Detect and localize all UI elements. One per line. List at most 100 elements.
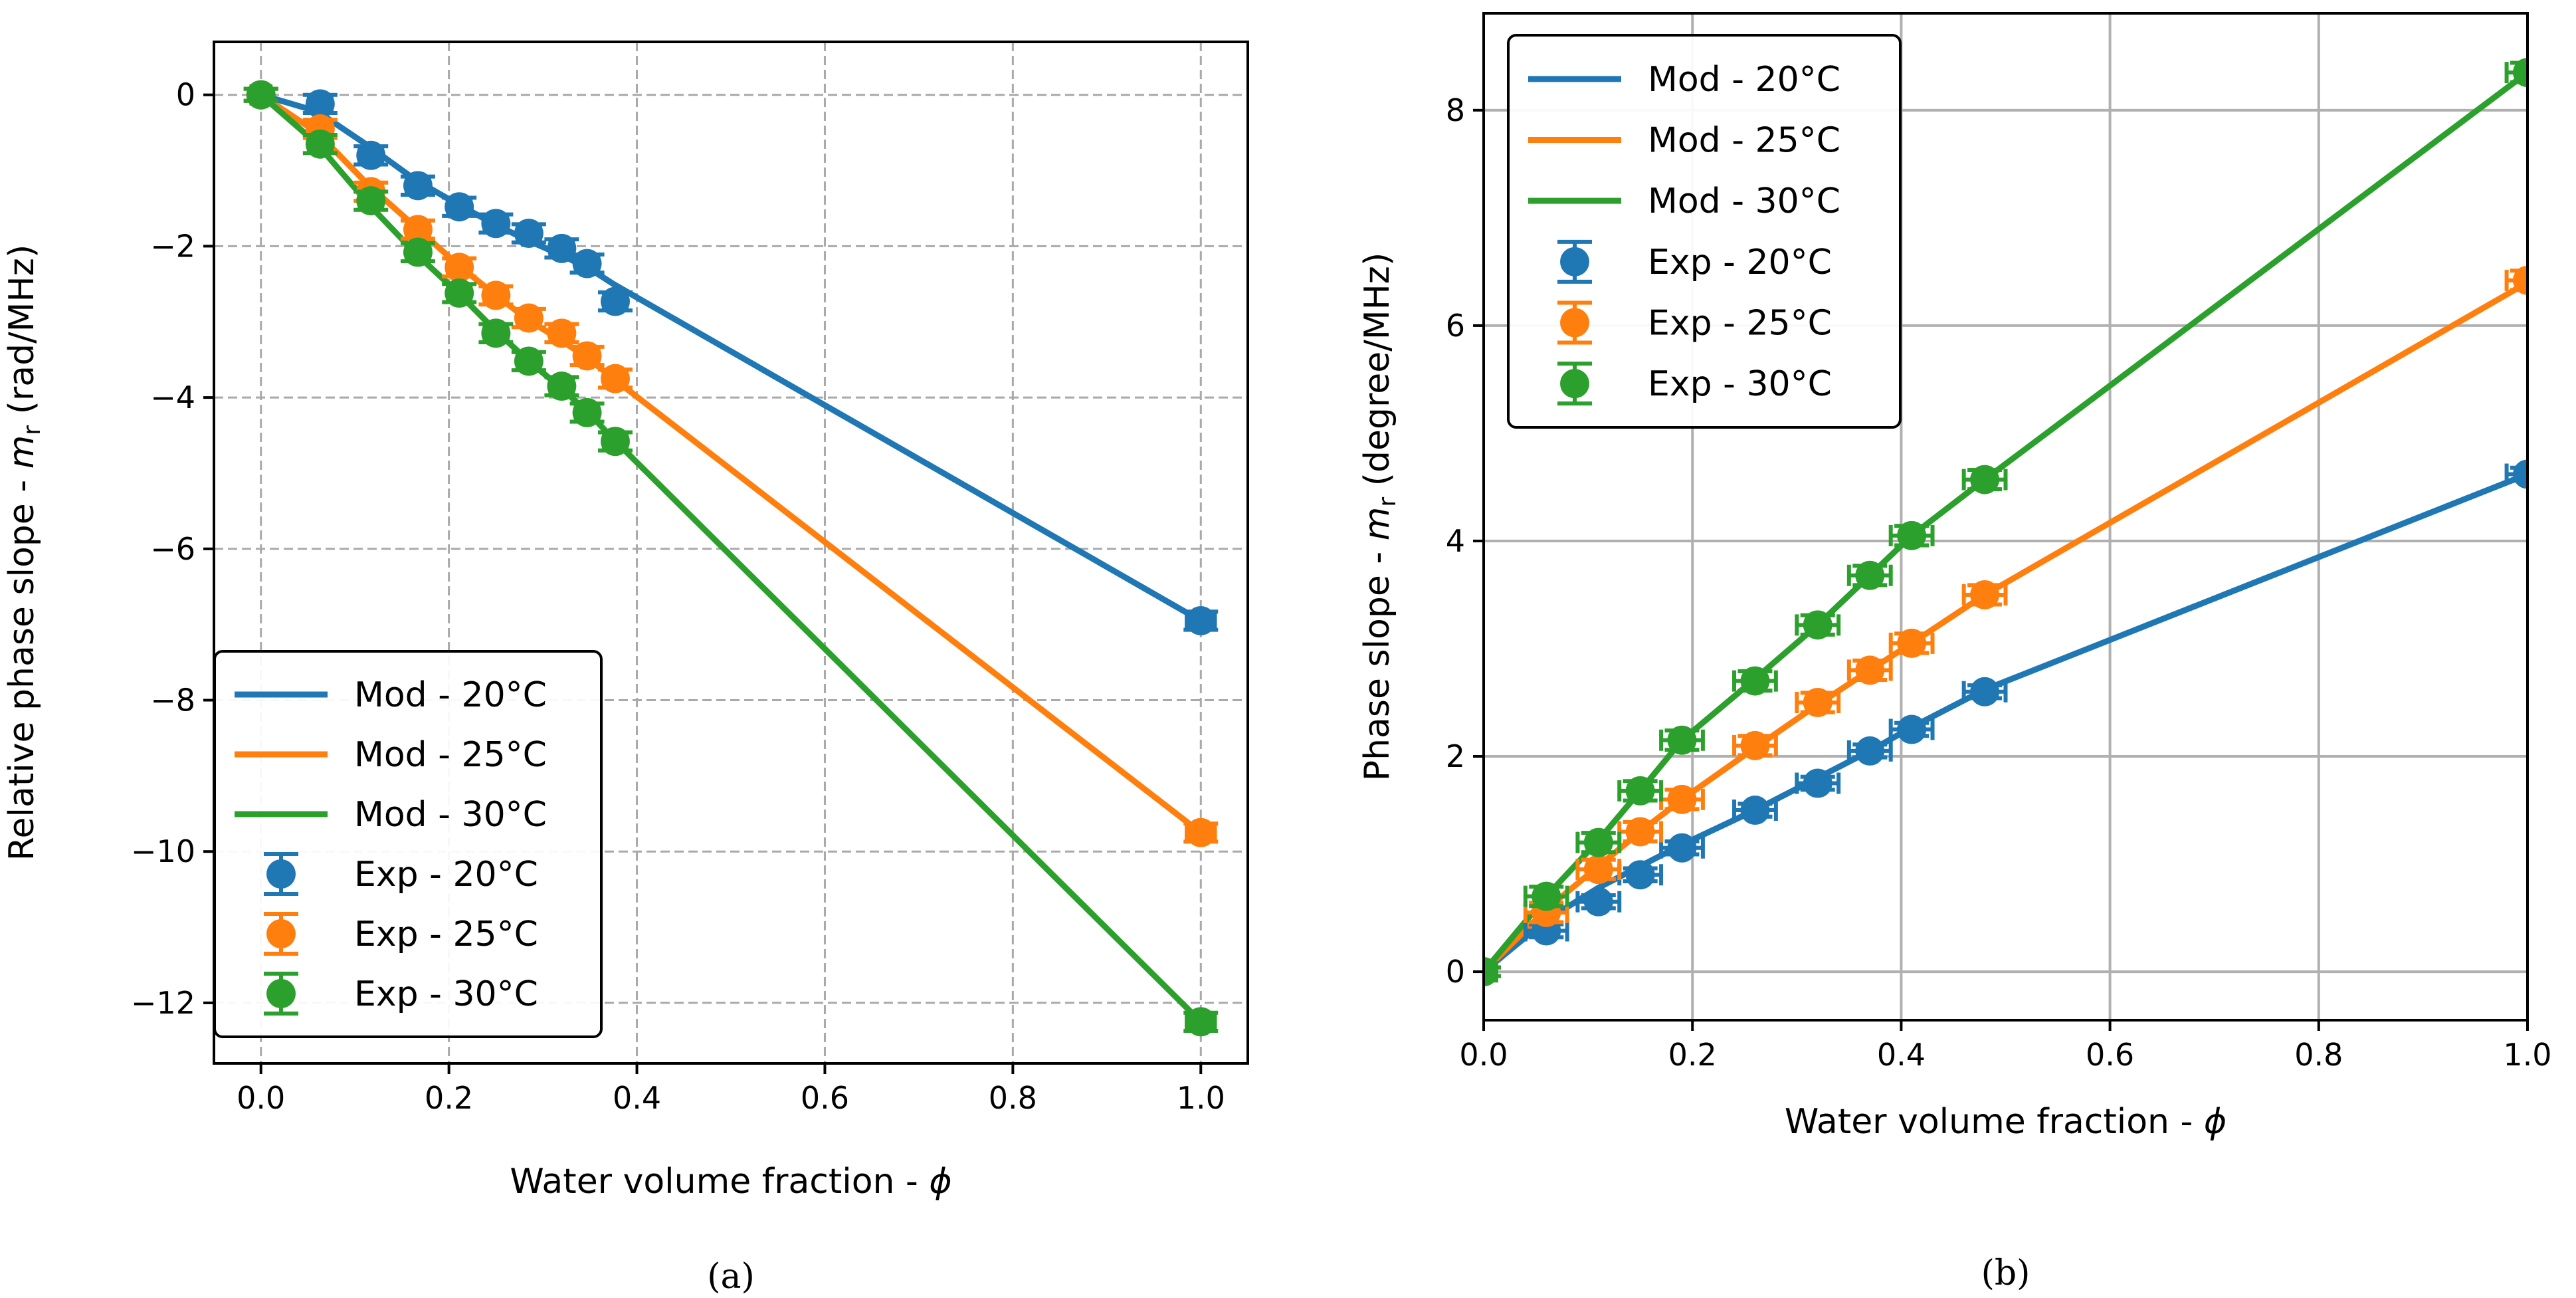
legend-label: Exp - 20°C [1648, 243, 1832, 282]
chart-a: 0.0 0.2 0.4 0.6 0.8 1.0 0 −2 −4 −6 −8 −10 −12 Water v… [2, 41, 1249, 1297]
data-point [547, 318, 577, 348]
data-point-group [442, 278, 477, 308]
legend-label: Exp - 20°C [354, 855, 538, 895]
data-point [481, 209, 511, 239]
data-point-group [353, 140, 389, 170]
data-point-group [569, 249, 605, 278]
legend-swatch-marker [264, 972, 298, 1016]
data-point-group [1795, 768, 1841, 798]
data-point-group [1617, 817, 1664, 847]
legend-label: Mod - 25°C [354, 735, 547, 775]
data-point [1667, 725, 1697, 755]
data-point [1625, 776, 1655, 806]
legend-label: Mod - 30°C [354, 795, 547, 835]
y-tick-label: 2 [1446, 738, 1465, 774]
data-point-group [1659, 725, 1705, 755]
y-tick-label: −8 [150, 683, 195, 718]
data-point-group [1846, 560, 1893, 590]
data-point [1970, 465, 2000, 494]
data-point [1667, 784, 1697, 814]
data-point [1970, 677, 2000, 706]
data-point [1532, 881, 1561, 911]
data-point-group [353, 186, 389, 216]
data-point-group [544, 233, 579, 263]
grid [214, 42, 1248, 1063]
data-point-group [1183, 605, 1219, 635]
data-point [1740, 730, 1770, 760]
legend-label: Mod - 20°C [1648, 60, 1840, 100]
y-tick-label: 0 [1446, 954, 1465, 990]
y-tick-label: −12 [131, 985, 195, 1021]
data-point [246, 80, 276, 110]
data-point-group [1795, 688, 1841, 718]
data-point-group [1795, 610, 1841, 640]
data-point-group [2504, 265, 2527, 295]
data-point [1560, 308, 1589, 338]
series-points-20 [1484, 459, 2527, 987]
data-point-group [1888, 628, 1935, 658]
data-point-group [1575, 855, 1622, 885]
y-tick-label: −4 [150, 379, 195, 415]
legend-swatch-marker [264, 912, 298, 956]
data-point-group [511, 219, 546, 249]
legend-label: Exp - 25°C [1648, 304, 1832, 344]
data-point [266, 919, 296, 948]
data-point [1186, 1007, 1216, 1037]
axes-frame [213, 41, 1249, 1065]
data-point-group [442, 253, 477, 282]
data-point [403, 237, 433, 267]
subfigure-caption: (a) [707, 1257, 755, 1297]
legend-swatch-marker [264, 852, 298, 896]
x-axis-label: Water volume fraction - ϕ [1785, 1102, 2227, 1142]
legend-label: Mod - 25°C [1648, 121, 1840, 161]
legend-label: Mod - 20°C [354, 675, 547, 715]
y-tick-label: −2 [150, 228, 195, 264]
data-point [1855, 655, 1885, 685]
data-point [356, 140, 386, 170]
data-point [514, 346, 544, 376]
data-point [2513, 459, 2527, 489]
x-tick-label: 0.8 [989, 1080, 1037, 1116]
data-point-group [2504, 58, 2527, 88]
data-point [572, 397, 602, 427]
data-point-group [1846, 736, 1893, 766]
data-point [266, 979, 296, 1008]
data-point-group [478, 318, 514, 348]
data-point [1803, 688, 1833, 718]
y-axis-label: Relative phase slope - mr (rad/MHz) [2, 245, 46, 861]
data-point [305, 129, 335, 159]
data-point [1803, 768, 1833, 798]
x-tick-label: 0.6 [801, 1080, 849, 1116]
x-tick-label: 0.4 [1877, 1037, 1926, 1073]
chart-b: 0.0 0.2 0.4 0.6 0.8 1.0 0 2 4 6 8 Water volume frac… [1357, 12, 2552, 1293]
y-tick-label: −10 [131, 833, 195, 869]
x-tick-label: 0.0 [237, 1080, 285, 1116]
data-point-group [1523, 881, 1569, 911]
data-point [1855, 560, 1885, 590]
data-point [1583, 887, 1613, 917]
data-point-group [1575, 887, 1622, 917]
y-tick-label: −6 [150, 531, 195, 567]
data-point [547, 233, 577, 263]
data-point [403, 171, 433, 201]
y-tick-label: 4 [1446, 523, 1465, 559]
legend-label: Exp - 30°C [354, 974, 538, 1014]
data-point-group [569, 341, 605, 371]
data-point [305, 89, 335, 119]
y-tick-label: 0 [176, 77, 195, 113]
data-point-group [1732, 796, 1778, 825]
data-point [1484, 957, 1498, 987]
series-line-20 [1484, 471, 2527, 974]
data-point-group [400, 171, 435, 201]
data-point-group [598, 286, 633, 316]
x-tick-label: 0.4 [613, 1080, 661, 1116]
data-point [1667, 833, 1697, 863]
x-tick-label: 0.8 [2294, 1037, 2343, 1073]
data-point [572, 249, 602, 278]
y-axis-label: Phase slope - mr (degree/MHz) [1357, 253, 1401, 782]
subfigure-caption: (b) [1981, 1253, 2031, 1293]
data-point-group [511, 303, 546, 333]
legend-swatch-marker [1557, 300, 1592, 345]
data-point [1625, 860, 1655, 890]
data-point [481, 318, 511, 348]
